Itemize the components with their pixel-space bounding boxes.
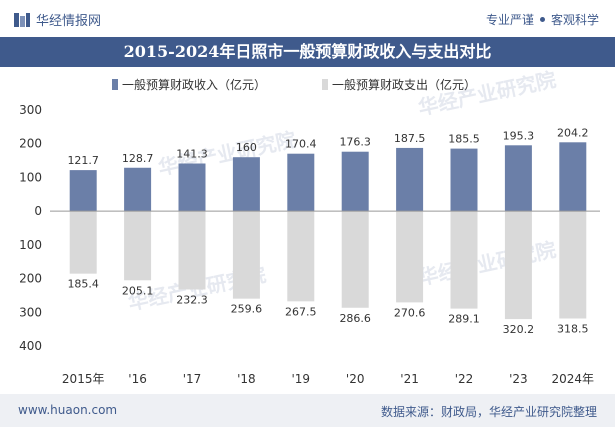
y-tick-label: 300 xyxy=(19,305,42,319)
data-label-income: 160 xyxy=(236,141,257,154)
top-bar: 华经情报网 专业严谨 客观科学 xyxy=(0,0,615,36)
bar-income xyxy=(450,148,478,212)
data-label-expenditure: 232.3 xyxy=(176,293,208,306)
y-tick-label: 0 xyxy=(34,204,42,218)
data-label-expenditure: 205.1 xyxy=(122,284,154,297)
x-tick-label: 2015年 xyxy=(62,372,105,386)
y-tick-label: 100 xyxy=(19,238,42,252)
data-label-income: 176.3 xyxy=(339,136,371,149)
legend-swatch-expenditure xyxy=(322,79,328,90)
x-tick-label: '17 xyxy=(183,372,202,386)
brand-name: 华经情报网 xyxy=(36,14,102,29)
data-label-expenditure: 286.6 xyxy=(339,312,371,325)
bars: 121.7 185.4 128.7 205.1 141.3 232.3 160 259.6 17… xyxy=(50,126,600,336)
bar-chart: 华经产业研究院华经产业研究院华经产业研究院华经产业研究院 一般预算财政收入（亿元… xyxy=(19,67,600,386)
data-label-income: 121.7 xyxy=(67,154,99,167)
data-label-expenditure: 270.6 xyxy=(394,306,426,319)
bar-income xyxy=(341,151,369,212)
bar-expenditure xyxy=(504,211,532,320)
data-label-income: 128.7 xyxy=(122,152,154,165)
data-label-income: 195.3 xyxy=(503,129,535,142)
x-tick-label: '23 xyxy=(509,372,528,386)
data-label-expenditure: 185.4 xyxy=(67,278,99,291)
y-tick-label: 100 xyxy=(19,170,42,184)
x-tick-label: '22 xyxy=(455,372,474,386)
legend: 一般预算财政收入（亿元） 一般预算财政支出（亿元） xyxy=(112,77,476,92)
bullet-icon xyxy=(539,17,545,22)
data-label-income: 187.5 xyxy=(394,132,426,145)
y-axis: 300 200 100 0 100 200 300 400 xyxy=(19,103,42,353)
footer-source: 数据来源：财政局，华经产业研究院整理 xyxy=(380,405,597,419)
y-tick-label: 300 xyxy=(19,103,42,117)
brand-logo-icon xyxy=(14,12,30,28)
legend-swatch-income xyxy=(112,79,118,90)
watermark-text: 华经产业研究院 xyxy=(416,237,558,290)
data-label-income: 141.3 xyxy=(176,148,208,161)
data-label-income: 204.2 xyxy=(557,126,589,139)
x-tick-label: '21 xyxy=(400,372,419,386)
tagline-right: 客观科学 xyxy=(550,13,599,27)
bar-income xyxy=(287,153,315,212)
legend-label-income: 一般预算财政收入（亿元） xyxy=(122,77,266,92)
data-label-income: 170.4 xyxy=(285,138,317,151)
data-label-expenditure: 259.6 xyxy=(231,303,263,316)
x-tick-label: '20 xyxy=(346,372,365,386)
chart-title: 2015-2024年日照市一般预算财政收入与支出对比 xyxy=(0,37,615,67)
bar-income xyxy=(178,163,206,212)
tagline: 专业严谨 客观科学 xyxy=(486,11,599,28)
bar-income xyxy=(396,147,424,212)
bar-expenditure xyxy=(450,211,478,309)
data-label-expenditure: 318.5 xyxy=(557,323,589,336)
x-tick-label: 2024年 xyxy=(552,372,595,386)
bar-expenditure xyxy=(396,211,424,303)
bar-income xyxy=(69,170,97,212)
watermark-text: 华经产业研究院 xyxy=(416,67,558,120)
bar-expenditure xyxy=(124,211,152,281)
bar-expenditure xyxy=(287,211,315,302)
bar-expenditure xyxy=(69,211,97,274)
legend-label-expenditure: 一般预算财政支出（亿元） xyxy=(332,77,476,92)
x-tick-label: '19 xyxy=(292,372,311,386)
y-tick-label: 200 xyxy=(19,272,42,286)
bar-income xyxy=(232,157,260,212)
bar-income xyxy=(124,167,152,212)
footer: www.huaon.com 数据来源：财政局，华经产业研究院整理 xyxy=(0,394,615,427)
data-label-income: 185.5 xyxy=(448,133,480,146)
footer-url[interactable]: www.huaon.com xyxy=(18,403,118,417)
bar-expenditure xyxy=(341,211,369,308)
data-label-expenditure: 320.2 xyxy=(503,323,535,336)
bar-income xyxy=(559,142,587,212)
data-label-expenditure: 289.1 xyxy=(448,313,480,326)
brand[interactable]: 华经情报网 xyxy=(14,10,101,29)
x-axis: 2015年 '16 '17 '18 '19 '20 '21 '22 '23 2024年 xyxy=(62,372,594,386)
bar-expenditure xyxy=(232,211,260,299)
y-tick-label: 400 xyxy=(19,339,42,353)
x-tick-label: '18 xyxy=(237,372,256,386)
bar-expenditure xyxy=(178,211,206,290)
tagline-left: 专业严谨 xyxy=(485,13,534,27)
bar-expenditure xyxy=(559,211,587,319)
y-tick-label: 200 xyxy=(19,137,42,151)
x-tick-label: '16 xyxy=(128,372,147,386)
bar-income xyxy=(504,145,532,212)
data-label-expenditure: 267.5 xyxy=(285,305,317,318)
